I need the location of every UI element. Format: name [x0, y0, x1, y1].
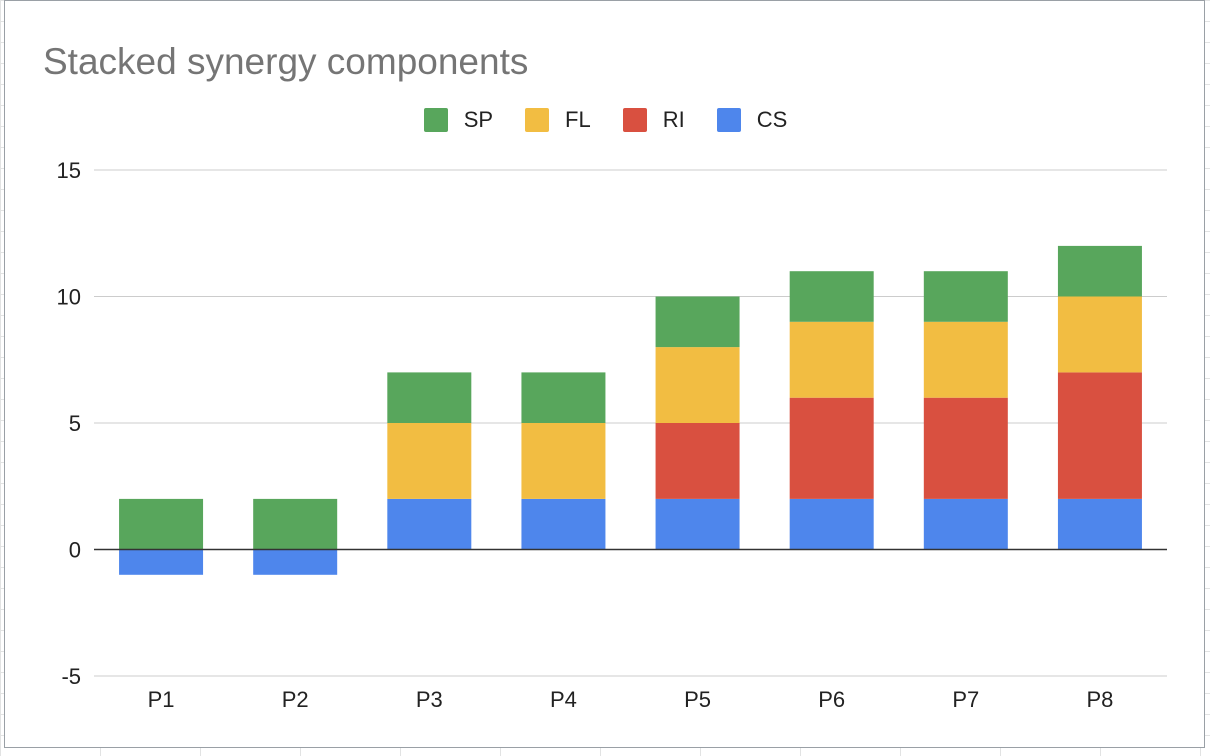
bar-sp-p1: [119, 498, 204, 550]
y-tick-label-0: 0: [69, 538, 81, 563]
bar-fl-p4: [521, 423, 606, 499]
x-tick-label-p2: P2: [282, 687, 309, 712]
bar-cs-p5: [655, 498, 740, 550]
x-tick-label-p7: P7: [952, 687, 979, 712]
chart-title: Stacked synergy components: [43, 41, 529, 82]
bar-cs-p1: [119, 549, 204, 575]
x-tick-label-p4: P4: [550, 687, 577, 712]
bar-fl-p7: [923, 321, 1008, 398]
bar-cs-p8: [1057, 498, 1142, 550]
bar-cs-p7: [923, 498, 1008, 550]
bar-sp-p6: [789, 271, 874, 322]
bar-fl-p5: [655, 347, 740, 423]
y-tick-label-15: 15: [57, 158, 81, 183]
x-tick-label-p6: P6: [818, 687, 845, 712]
bar-ri-p7: [923, 397, 1008, 499]
bar-cs-p3: [387, 498, 472, 550]
chart-legend: SP FL RI CS: [5, 105, 1206, 135]
bar-cs-p4: [521, 498, 606, 550]
y-tick-label-5: 5: [69, 411, 81, 436]
legend-swatch-fl: [525, 108, 550, 132]
bar-sp-p2: [253, 498, 338, 550]
legend-label-sp: SP: [463, 107, 494, 132]
x-tick-label-p5: P5: [684, 687, 711, 712]
legend-item-sp[interactable]: SP: [423, 107, 494, 133]
bar-ri-p6: [789, 397, 874, 499]
bar-sp-p5: [655, 296, 740, 348]
bar-sp-p3: [387, 372, 472, 423]
bar-sp-p8: [1057, 245, 1142, 297]
stacked-bar-plot: -5 0 5 10 15 P1 P2 P3 P4 P5 P6 P7 P8: [57, 158, 1167, 712]
x-tick-label-p3: P3: [416, 687, 443, 712]
legend-label-fl: FL: [565, 107, 591, 132]
legend-item-ri[interactable]: RI: [622, 107, 685, 133]
bar-sp-p7: [923, 271, 1008, 322]
bar-fl-p8: [1057, 296, 1142, 373]
bar-ri-p5: [655, 423, 740, 499]
legend-item-cs[interactable]: CS: [716, 107, 788, 133]
bar-cs-p2: [253, 549, 338, 575]
legend-swatch-ri: [622, 108, 647, 132]
bar-fl-p3: [387, 423, 472, 499]
legend-label-ri: RI: [662, 107, 685, 132]
legend-swatch-cs: [716, 108, 741, 132]
bar-sp-p4: [521, 372, 606, 423]
legend-item-fl[interactable]: FL: [525, 107, 591, 133]
legend-swatch-sp: [423, 108, 448, 132]
bar-fl-p6: [789, 321, 874, 398]
x-tick-label-p8: P8: [1086, 687, 1113, 712]
chart-container[interactable]: Stacked synergy components SP FL RI CS -…: [4, 0, 1205, 748]
bar-cs-p6: [789, 498, 874, 550]
legend-label-cs: CS: [756, 107, 788, 132]
bar-ri-p8: [1057, 372, 1142, 499]
x-tick-label-p1: P1: [148, 687, 175, 712]
y-tick-label--5: -5: [61, 664, 81, 689]
y-tick-label-10: 10: [57, 285, 81, 310]
